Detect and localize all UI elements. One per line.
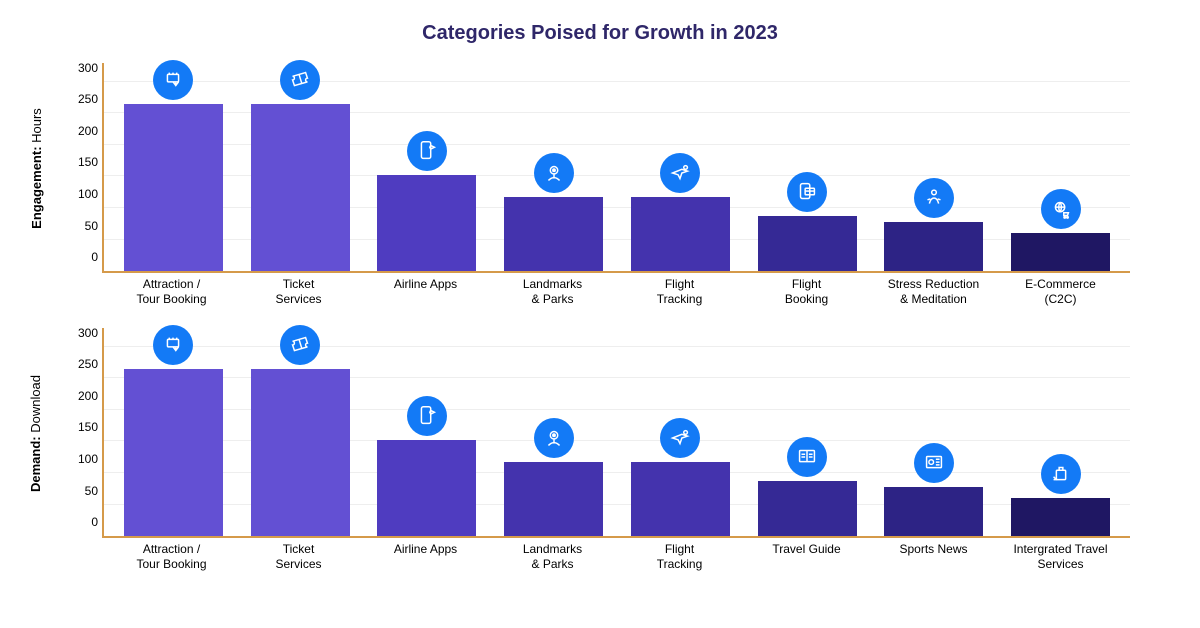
x-label: Intergrated Travel Services [997, 542, 1124, 572]
y-tick: 200 [68, 389, 98, 403]
bar [124, 369, 223, 536]
x-labels-row: Attraction / Tour BookingTicket Services… [102, 277, 1130, 307]
charts-container: Engagement: Hours050100150200250300Attra… [70, 63, 1130, 593]
y-tick: 0 [68, 515, 98, 529]
x-label: Ticket Services [235, 542, 362, 572]
bar-slot [237, 63, 364, 271]
bar [631, 197, 730, 271]
bar [504, 462, 603, 536]
y-tick: 200 [68, 124, 98, 138]
luggage-icon [1041, 454, 1081, 494]
ticket-icon [280, 325, 320, 365]
y-tick: 150 [68, 420, 98, 434]
x-label: Landmarks & Parks [489, 277, 616, 307]
y-tick: 250 [68, 92, 98, 106]
news-icon [914, 443, 954, 483]
bar [631, 462, 730, 536]
bar [1011, 233, 1110, 271]
y-tick: 300 [68, 326, 98, 340]
demand-chart: Demand: Download050100150200250300Attrac… [70, 328, 1130, 593]
y-tick: 250 [68, 357, 98, 371]
bar-slot [997, 63, 1124, 271]
x-label: Airline Apps [362, 277, 489, 307]
y-tick: 150 [68, 155, 98, 169]
x-label: Attraction / Tour Booking [108, 542, 235, 572]
x-label: Flight Tracking [616, 277, 743, 307]
bars-row [104, 63, 1130, 271]
bar-slot [744, 328, 871, 536]
bar [504, 197, 603, 271]
bar [884, 222, 983, 271]
phone-plane-icon [407, 131, 447, 171]
y-tick: 100 [68, 452, 98, 466]
bar-slot [490, 63, 617, 271]
meditate-icon [914, 178, 954, 218]
bar-slot [110, 328, 237, 536]
bar-slot [617, 63, 744, 271]
bar-slot [110, 63, 237, 271]
plane-pin-icon [660, 418, 700, 458]
bar [124, 104, 223, 271]
y-tick: 50 [68, 484, 98, 498]
globe-cart-icon [1041, 189, 1081, 229]
x-label: Landmarks & Parks [489, 542, 616, 572]
bar [251, 104, 350, 271]
bar [377, 440, 476, 536]
bar [251, 369, 350, 536]
y-tick: 50 [68, 219, 98, 233]
bar-slot [490, 328, 617, 536]
bar-slot [364, 63, 491, 271]
map-pin-icon [534, 418, 574, 458]
y-tick: 100 [68, 187, 98, 201]
plot-area: 050100150200250300 [102, 63, 1130, 273]
guide-icon [787, 437, 827, 477]
bar [1011, 498, 1110, 536]
bar [884, 487, 983, 536]
x-label: Airline Apps [362, 542, 489, 572]
bar-slot [871, 63, 998, 271]
bar-slot [871, 328, 998, 536]
x-label: E-Commerce (C2C) [997, 277, 1124, 307]
plot-area: 050100150200250300 [102, 328, 1130, 538]
bar [758, 216, 857, 271]
bar [758, 481, 857, 536]
bar-slot [364, 328, 491, 536]
x-label: Flight Booking [743, 277, 870, 307]
bar-slot [237, 328, 364, 536]
y-tick: 300 [68, 61, 98, 75]
bar [377, 175, 476, 271]
engagement-chart: Engagement: Hours050100150200250300Attra… [70, 63, 1130, 328]
bar-slot [617, 328, 744, 536]
chart-title: Categories Poised for Growth in 2023 [70, 22, 1130, 45]
y-axis-label: Engagement: Hours [29, 108, 44, 229]
bar-slot [997, 328, 1124, 536]
bars-row [104, 328, 1130, 536]
x-label: Flight Tracking [616, 542, 743, 572]
x-label: Attraction / Tour Booking [108, 277, 235, 307]
y-axis-label: Demand: Download [29, 374, 44, 491]
x-label: Stress Reduction & Meditation [870, 277, 997, 307]
map-pin-icon [534, 153, 574, 193]
x-label: Ticket Services [235, 277, 362, 307]
phone-plane-icon [407, 396, 447, 436]
x-label: Travel Guide [743, 542, 870, 572]
phone-card-icon [787, 172, 827, 212]
y-tick: 0 [68, 250, 98, 264]
bar-slot [744, 63, 871, 271]
ticket-icon [280, 60, 320, 100]
x-label: Sports News [870, 542, 997, 572]
booking-icon [153, 60, 193, 100]
booking-icon [153, 325, 193, 365]
x-labels-row: Attraction / Tour BookingTicket Services… [102, 542, 1130, 572]
plane-pin-icon [660, 153, 700, 193]
